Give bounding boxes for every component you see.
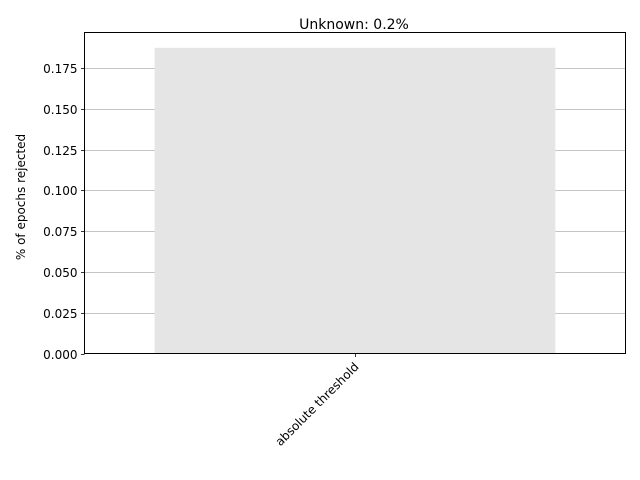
y-tick-label: 0.150 (43, 103, 77, 117)
x-axis-ticks: absolute threshold (273, 353, 362, 449)
x-tick-label: absolute threshold (273, 360, 362, 449)
y-tick-label: 0.075 (43, 225, 77, 239)
bar (154, 47, 556, 354)
y-tick-label: 0.125 (43, 144, 77, 158)
y-tick-label: 0.050 (43, 266, 77, 280)
y-tick-label: 0.025 (43, 307, 77, 321)
plot-frame (84, 32, 626, 354)
y-tick-label: 0.000 (43, 348, 77, 362)
chart-title: Unknown: 0.2% (299, 17, 409, 33)
y-axis-label: % of epochs rejected (14, 134, 28, 260)
y-axis-ticks: 0.000 0.025 0.050 0.075 0.100 0.125 0.150 0.175 (43, 62, 85, 362)
bars (154, 47, 556, 354)
y-tick-label: 0.100 (43, 184, 77, 198)
y-tick-label: 0.175 (43, 62, 77, 76)
